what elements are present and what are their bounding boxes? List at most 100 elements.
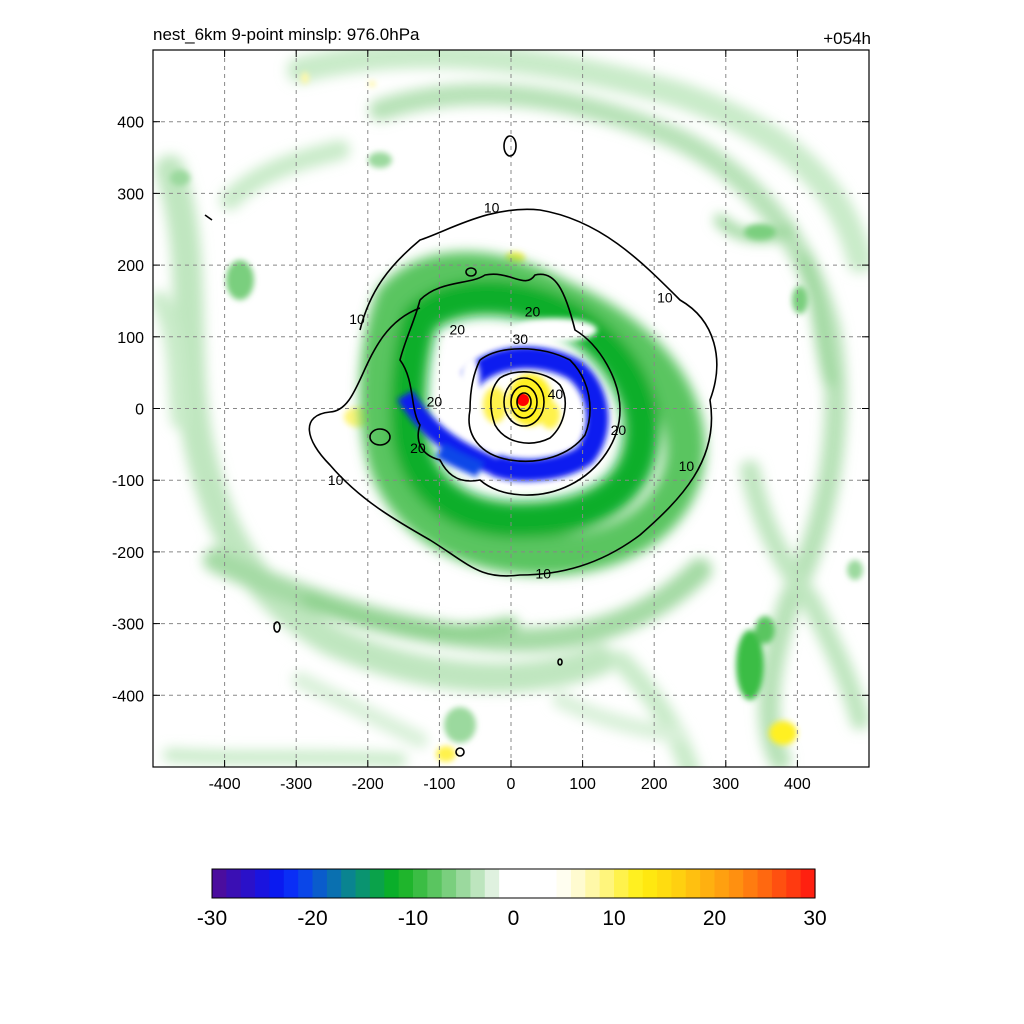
x-tick-label: -100 — [423, 776, 455, 793]
contour-labels: 10 10 10 10 10 10 20 20 20 20 20 30 40 — [328, 200, 695, 582]
contour-small-far-west — [204, 214, 213, 221]
y-tick-label: 0 — [135, 402, 144, 419]
colorbar-cell — [499, 869, 515, 898]
colorbar-cell — [226, 869, 242, 898]
x-tick-label: -400 — [209, 776, 241, 793]
colorbar-tick-label: 10 — [602, 907, 625, 930]
blue-eyewall — [397, 346, 609, 482]
y-tick-label: -300 — [112, 617, 144, 634]
colorbar-cell — [355, 869, 371, 898]
colorbar-cell — [585, 869, 601, 898]
contour-label: 10 — [484, 200, 500, 216]
colorbar-cell — [269, 869, 285, 898]
core-green-ring — [359, 251, 706, 576]
colorbar-cell — [513, 869, 529, 898]
contour-label: 20 — [525, 304, 541, 320]
y-tick-label: 200 — [117, 258, 144, 275]
colorbar-cell — [728, 869, 744, 898]
contour-label: 20 — [611, 422, 627, 438]
colorbar-cell — [369, 869, 385, 898]
y-tick-label: 300 — [117, 186, 144, 203]
x-tick-label: 0 — [507, 776, 516, 793]
colorbar-cell — [283, 869, 299, 898]
y-tick-label: -200 — [112, 545, 144, 562]
contour-label: 10 — [535, 565, 551, 581]
colorbar-tick-label: -10 — [398, 907, 428, 930]
contour-40 — [490, 371, 566, 444]
colorbar-cell — [470, 869, 486, 898]
contour-small-west — [369, 428, 391, 446]
contour-inner-1 — [503, 377, 545, 427]
x-tick-label: 100 — [569, 776, 596, 793]
contour-label: 20 — [427, 393, 443, 409]
contour-inner-3 — [516, 392, 532, 412]
axis-ticks — [153, 50, 869, 767]
colorbar-cell — [527, 869, 543, 898]
colorbar-tick-label: 20 — [703, 907, 726, 930]
filled-contour-field: 10 10 10 10 10 10 20 20 20 20 20 30 40 — [153, 50, 869, 767]
y-tick-label: 400 — [117, 115, 144, 132]
contour-small-nw — [465, 267, 477, 277]
colorbar-cell — [614, 869, 629, 898]
y-tick-label: -100 — [112, 473, 144, 490]
contour-small-s2 — [557, 658, 563, 666]
contour-30 — [468, 347, 591, 463]
x-tick-label: -300 — [280, 776, 312, 793]
colorbar-cell — [212, 869, 227, 898]
colorbar-cell — [384, 869, 400, 898]
colorbar-cell — [642, 869, 658, 898]
colorbar-cell — [255, 869, 271, 898]
colorbar-cell — [743, 869, 759, 898]
white-gap — [460, 318, 597, 404]
colorbar-cells — [212, 869, 816, 898]
colorbar-labels: -30 -20 -10 0 10 20 30 — [197, 907, 827, 930]
colorbar-frame — [211, 868, 816, 899]
contour-inner-2 — [510, 385, 538, 419]
contour-label: 40 — [548, 386, 564, 402]
colorbar-cell — [456, 869, 472, 898]
contour-small-sw — [273, 621, 281, 633]
colorbar-cell — [599, 869, 615, 898]
y-tick-label: -400 — [112, 688, 144, 705]
colorbar-cell — [570, 869, 586, 898]
outer-light-green-field — [153, 50, 869, 767]
colorbar-cell — [771, 869, 787, 898]
colorbar-cell — [427, 869, 443, 898]
x-tick-label: 300 — [712, 776, 739, 793]
colorbar-cell — [240, 869, 256, 898]
colorbar-cell — [685, 869, 701, 898]
x-tick-label: 400 — [784, 776, 811, 793]
colorbar-cell — [341, 869, 357, 898]
colorbar-cell — [556, 869, 572, 898]
colorbar-tick-label: -30 — [197, 907, 227, 930]
plot-title-right: +054h — [823, 29, 871, 48]
colorbar-cell — [800, 869, 816, 898]
colorbar-cell — [628, 869, 644, 898]
contour-20 — [399, 273, 621, 496]
plot-title-left: nest_6km 9-point minslp: 976.0hPa — [153, 25, 420, 44]
colorbar: -30 -20 -10 0 10 20 30 — [197, 868, 827, 930]
contour-small-north — [503, 135, 517, 157]
contour-label: 10 — [679, 458, 695, 474]
colorbar-cell — [657, 869, 673, 898]
contour-label: 30 — [513, 331, 529, 347]
x-tick-label: 200 — [641, 776, 668, 793]
x-tick-label: -200 — [352, 776, 384, 793]
colorbar-tick-label: -20 — [297, 907, 327, 930]
contour-small-s — [455, 747, 465, 757]
colorbar-cell — [312, 869, 328, 898]
contour-label: 20 — [450, 322, 466, 338]
colorbar-cell — [326, 869, 342, 898]
colorbar-cell — [542, 869, 558, 898]
colorbar-cell — [714, 869, 730, 898]
contour-label: 10 — [657, 289, 673, 305]
storm-center-marker — [517, 394, 529, 406]
contour-10 — [308, 208, 718, 577]
colorbar-cell — [441, 869, 457, 898]
colorbar-cell — [700, 869, 716, 898]
colorbar-cell — [413, 869, 428, 898]
contour-label: 10 — [328, 472, 344, 488]
colorbar-cell — [671, 869, 687, 898]
x-tick-labels: -400 -300 -200 -100 0 100 200 300 400 — [209, 776, 811, 793]
